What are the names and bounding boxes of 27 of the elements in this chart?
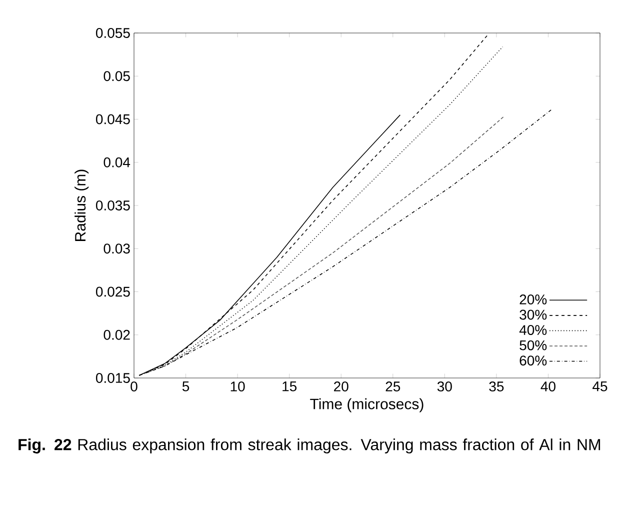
y-tick-label: 0.04 — [104, 157, 130, 168]
x-tick-label: 0 — [130, 382, 138, 392]
y-tick-label: 0.035 — [96, 200, 130, 210]
legend-label: 50% — [520, 340, 547, 350]
legend-label: 20% — [520, 294, 547, 304]
x-axis-title: Time (microsecs) — [310, 398, 424, 412]
y-tick-label: 0.05 — [104, 71, 130, 82]
text: Fig. 22 Radius expansion from streak images. Varying mass fraction of Al in NM — [18, 438, 600, 454]
x-tick-label: 40 — [540, 382, 556, 392]
x-tick-label: 45 — [592, 382, 608, 392]
legend-label: 30% — [520, 310, 547, 320]
legend-label: 40% — [519, 325, 547, 335]
y-axis-title: Radius (m) — [74, 170, 89, 241]
x-tick-label: 25 — [386, 382, 400, 392]
y-tick-label: 0.055 — [96, 28, 130, 38]
legend-label: 60% — [520, 356, 547, 366]
x-tick-label: 5 — [182, 382, 190, 392]
x-tick-label: 35 — [489, 382, 504, 392]
y-tick-label: 0.045 — [96, 114, 130, 124]
y-tick-label: 0.025 — [96, 286, 130, 297]
x-tick-label: 20 — [334, 382, 348, 392]
y-tick-label: 0.02 — [104, 330, 130, 340]
x-tick-label: 30 — [437, 382, 452, 392]
y-tick-label: 0.015 — [96, 373, 130, 383]
x-tick-label: 10 — [230, 382, 245, 392]
x-tick-label: 15 — [282, 382, 297, 392]
y-tick-label: 0.03 — [104, 244, 130, 254]
